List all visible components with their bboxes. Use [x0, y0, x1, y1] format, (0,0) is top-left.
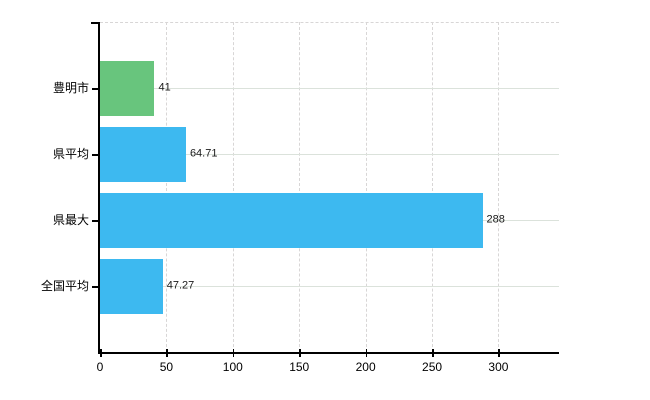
x-tick-label: 50 — [159, 360, 174, 374]
bar — [100, 258, 163, 314]
gridline-vertical — [432, 22, 434, 352]
gridline-vertical — [299, 22, 301, 352]
gridline-horizontal — [100, 154, 559, 155]
bar-value-label: 288 — [486, 213, 505, 226]
category-label: 県平均 — [52, 147, 89, 161]
y-tick-mark — [92, 88, 100, 90]
gridline-horizontal — [100, 88, 559, 89]
y-tick-mark — [92, 220, 100, 222]
gridline-vertical — [232, 22, 234, 352]
y-tick-mark — [92, 154, 100, 156]
category-label: 全国平均 — [40, 279, 89, 293]
x-tick-mark — [365, 349, 368, 357]
gridline-vertical — [365, 22, 367, 352]
bar-value-label: 47.27 — [166, 279, 195, 292]
x-tick-mark — [432, 349, 434, 357]
x-tick-label: 0 — [96, 360, 104, 374]
gridline-horizontal — [100, 286, 559, 287]
x-tick-mark — [498, 349, 500, 357]
x-tick-label: 150 — [289, 360, 310, 374]
x-tick-label: 100 — [222, 360, 243, 374]
x-tick-mark — [166, 349, 168, 357]
gridline-vertical — [498, 22, 500, 352]
bar — [100, 126, 186, 182]
y-axis-top-tick — [91, 22, 100, 24]
gridline-vertical — [166, 22, 168, 352]
bar-value-label: 64.71 — [189, 147, 218, 160]
x-tick-mark — [232, 349, 235, 357]
bar — [100, 60, 155, 116]
x-axis-line — [98, 352, 559, 354]
x-tick-label: 200 — [355, 360, 376, 374]
category-label: 豊明市 — [52, 81, 89, 95]
x-tick-label: 300 — [488, 360, 509, 374]
y-tick-mark — [92, 286, 100, 288]
y-axis-line — [98, 22, 100, 353]
x-tick-mark — [100, 349, 102, 357]
x-tick-label: 250 — [422, 360, 443, 374]
bar — [100, 192, 483, 248]
category-label: 県最大 — [52, 213, 89, 227]
x-tick-mark — [299, 349, 301, 357]
plot-top-border — [100, 22, 559, 23]
bar-value-label: 41 — [158, 81, 171, 94]
